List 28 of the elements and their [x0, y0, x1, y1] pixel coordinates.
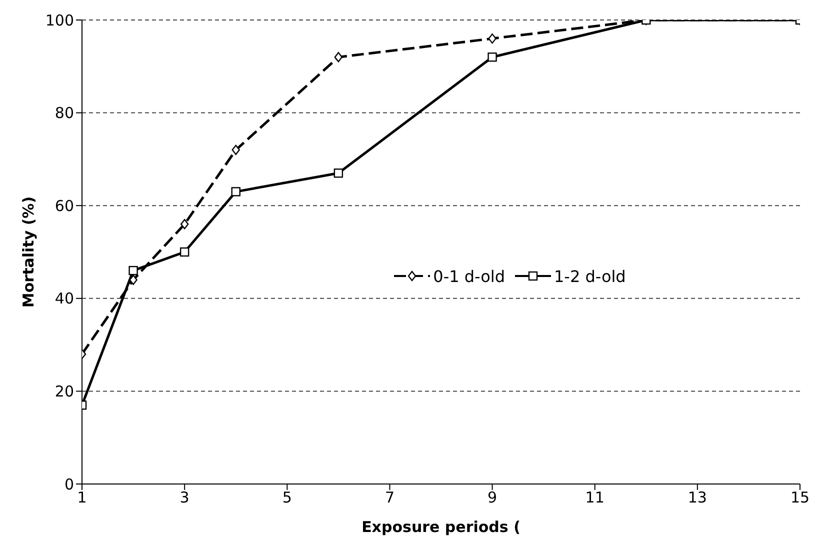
point	[232, 144, 240, 156]
point	[488, 52, 497, 62]
point	[128, 266, 138, 276]
point	[180, 219, 189, 230]
x-tick-label: 13	[688, 488, 707, 507]
x-tick-label: 3	[180, 488, 190, 507]
y-tick-label: 40	[54, 290, 74, 308]
point	[129, 274, 138, 285]
point	[334, 52, 343, 62]
x-tick-label: 9	[488, 488, 498, 507]
point	[180, 247, 190, 257]
x-tick-label: 1	[77, 488, 87, 507]
point	[488, 33, 496, 44]
x-tick-label: 15	[790, 488, 810, 507]
x-tick-label: 5	[282, 488, 292, 507]
x-axis-title: Exposure periods (	[362, 518, 520, 536]
legend-label: 1-2 d-old	[553, 266, 626, 286]
x-tick-label: 7	[384, 488, 394, 507]
y-axis-title: Mortality (%)	[19, 196, 38, 308]
point	[231, 187, 240, 196]
y-tick-label: 100	[45, 11, 74, 30]
x-tick-label: 11	[585, 488, 604, 507]
y-tick-label: 20	[54, 382, 74, 401]
y-tick-label: 80	[54, 104, 74, 122]
point	[334, 168, 344, 178]
y-tick-label: 0	[64, 475, 74, 494]
legend-label: 0-1 d-old	[432, 266, 505, 286]
y-tick-label: 60	[54, 196, 74, 215]
